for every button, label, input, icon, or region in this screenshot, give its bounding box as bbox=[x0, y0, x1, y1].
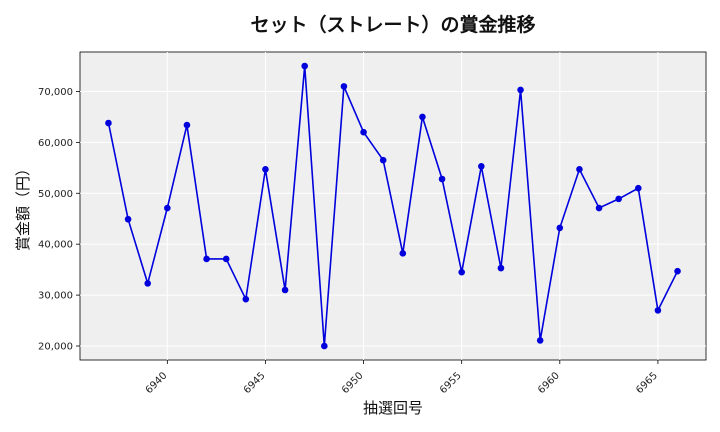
data-point bbox=[556, 224, 564, 232]
data-point bbox=[321, 342, 328, 350]
y-tick-label: 60,000 bbox=[38, 138, 73, 149]
data-point bbox=[536, 337, 544, 344]
x-tick-label: 6960 bbox=[536, 370, 562, 396]
y-tick-label: 70,000 bbox=[38, 87, 73, 98]
data-point bbox=[576, 166, 583, 173]
y-tick-label: 40,000 bbox=[38, 240, 73, 251]
chart-title: セット（ストレート）の賞金推移 bbox=[250, 13, 535, 36]
data-point bbox=[301, 62, 308, 70]
data-point bbox=[497, 264, 505, 272]
data-point bbox=[674, 267, 681, 275]
data-point bbox=[615, 195, 622, 203]
data-point bbox=[517, 86, 524, 94]
data-point bbox=[124, 215, 132, 223]
x-tick-label: 6965 bbox=[634, 370, 660, 396]
y-axis-label: 賞金額（円） bbox=[14, 161, 32, 251]
data-point bbox=[281, 286, 289, 294]
data-point bbox=[379, 156, 387, 164]
x-axis-label: 抽選回号 bbox=[363, 399, 423, 417]
data-point bbox=[360, 128, 367, 136]
data-point bbox=[144, 280, 152, 287]
data-point bbox=[340, 83, 348, 90]
y-tick-label: 20,000 bbox=[38, 342, 73, 353]
data-point bbox=[203, 255, 210, 263]
data-point bbox=[458, 268, 465, 276]
series-line bbox=[107, 65, 679, 347]
x-axis: 6940 6945 6950 6955 6960 6965 bbox=[144, 360, 660, 396]
data-point bbox=[242, 295, 250, 303]
data-point bbox=[262, 166, 269, 173]
data-point bbox=[183, 121, 191, 129]
data-point bbox=[399, 250, 407, 257]
data-point bbox=[222, 255, 230, 263]
data-point bbox=[478, 162, 485, 170]
data-point bbox=[419, 113, 426, 121]
x-tick-label: 6945 bbox=[242, 370, 268, 396]
x-tick-label: 6950 bbox=[340, 370, 366, 396]
grid bbox=[80, 52, 706, 360]
data-point bbox=[105, 119, 112, 127]
y-tick-label: 30,000 bbox=[38, 291, 73, 302]
y-tick-label: 50,000 bbox=[38, 189, 73, 200]
data-point bbox=[634, 184, 642, 192]
data-point bbox=[438, 175, 446, 183]
series-points bbox=[105, 62, 681, 350]
data-point bbox=[595, 204, 603, 212]
data-point bbox=[654, 307, 662, 314]
x-tick-label: 6955 bbox=[438, 370, 464, 396]
y-axis: 20,000 30,000 40,000 50,000 60,000 70,000 bbox=[38, 87, 80, 353]
data-point bbox=[164, 204, 171, 212]
x-tick-label: 6940 bbox=[144, 370, 170, 396]
